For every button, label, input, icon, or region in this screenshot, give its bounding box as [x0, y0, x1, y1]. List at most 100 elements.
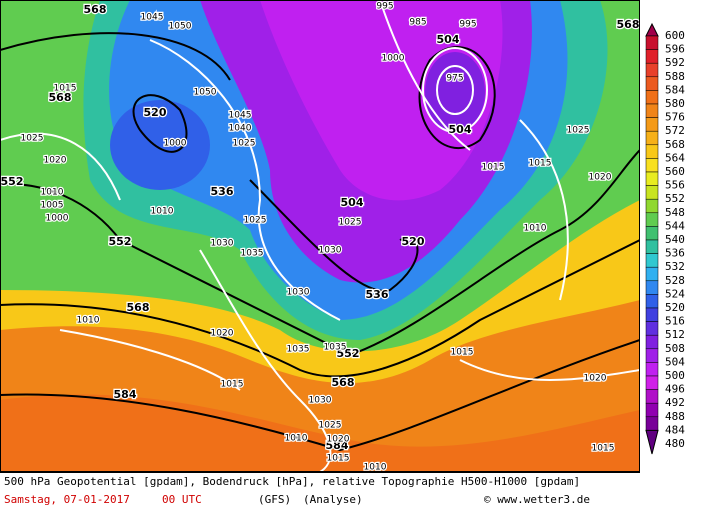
colorbar-label: 512 [665, 328, 685, 341]
colorbar-label: 564 [665, 151, 685, 164]
colorbar-swatch [645, 402, 659, 418]
pressure-label: 1025 [567, 126, 590, 136]
colorbar-swatch [645, 49, 659, 64]
colorbar-swatch [645, 212, 659, 227]
pressure-label: 995 [376, 2, 393, 12]
colorbar-swatch [645, 239, 659, 254]
footer-time: 00 UTC [162, 493, 202, 506]
geopotential-label: 504 [449, 123, 472, 136]
colorbar-label: 508 [665, 342, 685, 355]
pressure-label: 1015 [451, 348, 474, 358]
geopotential-label: 520 [144, 106, 167, 119]
pressure-label: 1050 [169, 22, 192, 32]
pressure-label: 1030 [287, 288, 310, 298]
colorbar-label: 484 [665, 423, 685, 436]
geopotential-label: 552 [337, 347, 360, 360]
colorbar-swatch [645, 266, 659, 282]
pressure-label: 1020 [44, 156, 67, 166]
footer-date: Samstag, 07-01-2017 [4, 493, 130, 506]
colorbar-swatch [645, 280, 659, 295]
footer-credit: © www.wetter3.de [484, 493, 590, 506]
geopotential-label: 552 [109, 235, 132, 248]
pressure-label: 1010 [151, 207, 174, 217]
colorbar-label: 552 [665, 192, 685, 205]
pressure-label: 1030 [309, 396, 332, 406]
geopotential-label: 568 [127, 301, 150, 314]
pressure-label: 1045 [229, 111, 252, 121]
colorbar: 6005965925885845805765725685645605565525… [645, 22, 685, 455]
colorbar-label: 492 [665, 396, 685, 409]
pressure-label: 1050 [194, 88, 217, 98]
pressure-label: 1020 [327, 435, 350, 445]
colorbar-label: 500 [665, 369, 685, 382]
pressure-label: 1025 [319, 421, 342, 431]
colorbar-swatch [645, 253, 659, 268]
colorbar-label: 544 [665, 219, 685, 232]
colorbar-label: 516 [665, 315, 685, 328]
colorbar-label: 568 [665, 138, 685, 151]
pressure-label: 1010 [285, 434, 308, 444]
colorbar-label: 528 [665, 274, 685, 287]
pressure-label: 1010 [41, 188, 64, 198]
geopotential-label: 504 [437, 33, 460, 46]
geopotential-label: 504 [341, 196, 364, 209]
pressure-label: 1020 [584, 374, 607, 384]
pressure-label: 1045 [141, 13, 164, 23]
colorbar-label: 580 [665, 97, 685, 110]
colorbar-swatch [645, 171, 659, 186]
pressure-label: 1020 [589, 173, 612, 183]
geopotential-label: 520 [402, 235, 425, 248]
pressure-label: 1015 [592, 444, 615, 454]
colorbar-label: 488 [665, 410, 685, 423]
colorbar-swatch [645, 103, 659, 118]
colorbar-swatch [645, 117, 659, 132]
colorbar-swatch [645, 307, 659, 322]
pressure-label: 1015 [482, 163, 505, 173]
colorbar-label: 556 [665, 179, 685, 192]
colorbar-swatch [645, 198, 659, 214]
colorbar-label: 596 [665, 43, 685, 56]
colorbar-label: 496 [665, 383, 685, 396]
pressure-label: 1025 [244, 216, 267, 226]
colorbar-arrow [645, 429, 659, 455]
colorbar-label: 532 [665, 260, 685, 273]
contour-labels: 568 568 568 520 552 536 504 520 552 536 568 552 568 5… [0, 0, 641, 474]
colorbar-swatch [645, 348, 659, 363]
geopotential-label: 568 [84, 3, 107, 16]
colorbar-swatch [645, 416, 659, 431]
geopotential-label: 536 [366, 288, 389, 301]
colorbar-swatch [645, 144, 659, 159]
colorbar-swatch [645, 375, 659, 390]
colorbar-swatch [645, 362, 659, 377]
colorbar-swatch [645, 294, 659, 309]
colorbar-label: 560 [665, 165, 685, 178]
pressure-label: 1010 [524, 224, 547, 234]
colorbar-swatch [645, 76, 659, 91]
pressure-label: 1015 [529, 159, 552, 169]
pressure-label: 1010 [77, 316, 100, 326]
pressure-label: 1015 [221, 380, 244, 390]
pressure-label: 1030 [319, 246, 342, 256]
colorbar-swatch [645, 35, 659, 50]
geopotential-label: 568 [617, 18, 640, 31]
pressure-label: 985 [409, 18, 426, 28]
pressure-label: 1000 [164, 139, 187, 149]
geopotential-label: 584 [114, 388, 137, 401]
pressure-label: 1020 [211, 329, 234, 339]
geopotential-label: 584 [326, 439, 349, 452]
colorbar-label: 588 [665, 70, 685, 83]
pressure-label: 1030 [211, 239, 234, 249]
colorbar-label: 520 [665, 301, 685, 314]
colorbar-swatch [645, 62, 659, 78]
colorbar-label: 480 [665, 437, 685, 450]
geopotential-label: 568 [332, 376, 355, 389]
pressure-label: 1035 [241, 249, 264, 259]
pressure-label: 1005 [41, 201, 64, 211]
pressure-label: 1015 [327, 454, 350, 464]
map-field [0, 0, 640, 472]
colorbar-label: 576 [665, 111, 685, 124]
colorbar-label: 536 [665, 247, 685, 260]
pressure-label: 1015 [54, 84, 77, 94]
